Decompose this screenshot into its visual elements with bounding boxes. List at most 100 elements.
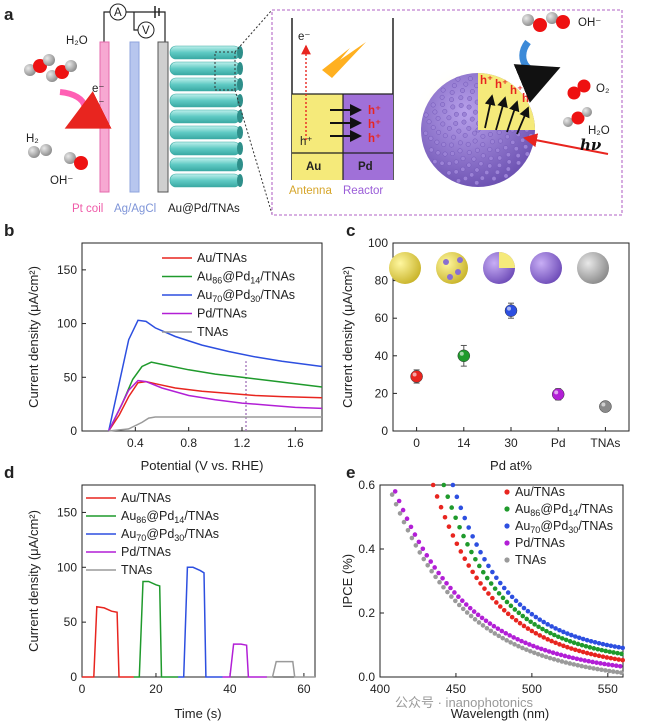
data-point bbox=[488, 628, 494, 634]
data-point bbox=[618, 670, 624, 675]
chart-c-xlabel: Pd at% bbox=[490, 458, 532, 473]
data-point bbox=[575, 662, 581, 668]
data-point bbox=[578, 657, 584, 662]
data-point bbox=[580, 649, 586, 655]
data-point bbox=[549, 638, 554, 644]
x-tick-label: 0.8 bbox=[180, 436, 197, 450]
reaction-arrow-icon bbox=[59, 89, 112, 129]
agagcl-label: Ag/AgCl bbox=[114, 203, 156, 215]
chart-c-ylabel: Current density (μA/cm²) bbox=[340, 266, 355, 408]
legend-label: Pd/TNAs bbox=[197, 307, 247, 321]
y-tick-label: 100 bbox=[57, 560, 77, 574]
data-point bbox=[505, 611, 511, 617]
data-point bbox=[446, 524, 452, 529]
data-point bbox=[619, 651, 624, 657]
data-point bbox=[587, 645, 593, 650]
data-point bbox=[428, 559, 434, 564]
data-point bbox=[599, 667, 604, 673]
data-point bbox=[604, 642, 610, 648]
inset-e-label: e⁻ bbox=[298, 31, 310, 43]
data-point bbox=[467, 605, 473, 611]
data-point bbox=[610, 662, 615, 668]
nanotube bbox=[169, 61, 241, 76]
data-point bbox=[569, 646, 574, 651]
x-tick-label: Pd bbox=[551, 436, 566, 450]
x-tick-label: 1.6 bbox=[287, 436, 304, 450]
data-point bbox=[531, 643, 536, 649]
h2o-label: H₂O bbox=[66, 35, 88, 47]
nanotube bbox=[169, 173, 241, 188]
h2-label: H₂ bbox=[26, 133, 39, 145]
data-point bbox=[620, 645, 625, 651]
data-point bbox=[569, 632, 574, 638]
x-tick-label: 1.2 bbox=[234, 436, 251, 450]
data-point bbox=[482, 586, 487, 591]
data-point bbox=[480, 569, 486, 575]
chart-d-series-line bbox=[178, 566, 223, 678]
o2-label: O₂ bbox=[596, 83, 609, 95]
data-point bbox=[486, 591, 491, 596]
x-tick-label: 30 bbox=[504, 436, 518, 450]
data-point bbox=[500, 595, 506, 601]
data-point bbox=[602, 661, 607, 667]
panel-letter-e: e bbox=[346, 463, 355, 482]
data-point bbox=[450, 482, 456, 488]
data-point bbox=[524, 647, 529, 652]
data-point bbox=[555, 658, 561, 663]
legend-label: Au/TNAs bbox=[515, 485, 565, 499]
data-point bbox=[416, 539, 422, 545]
legend-swatch bbox=[504, 489, 510, 495]
data-point bbox=[499, 628, 505, 634]
data-point bbox=[616, 644, 622, 650]
nanotube bbox=[169, 93, 241, 108]
zoom-box bbox=[214, 51, 236, 91]
y-tick-label: 100 bbox=[57, 317, 77, 331]
data-point bbox=[570, 655, 576, 661]
data-point bbox=[566, 654, 572, 660]
data-point bbox=[482, 557, 487, 562]
panel-a: a A V e⁻ e⁻ e⁻ H₂O H₂ bbox=[4, 3, 623, 216]
pd-label: Pd bbox=[358, 161, 373, 173]
nanotube bbox=[169, 141, 241, 156]
data-point bbox=[508, 603, 514, 609]
data-point bbox=[457, 349, 471, 363]
pt-coil-label: Pt coil bbox=[72, 203, 103, 215]
data-point bbox=[501, 585, 507, 591]
chart-b-series-line bbox=[108, 380, 323, 432]
y-tick-label: 0 bbox=[381, 424, 388, 438]
x-tick-label: TNAs bbox=[590, 436, 620, 450]
inset-h-label: h⁺ bbox=[368, 105, 381, 117]
y-tick-label: 0.4 bbox=[358, 542, 375, 556]
data-point bbox=[529, 628, 535, 634]
legend-label: Au86@Pd14/TNAs bbox=[121, 509, 219, 525]
data-point bbox=[535, 645, 540, 650]
chart-e-ylabel: IPCE (%) bbox=[340, 554, 355, 608]
data-point bbox=[520, 613, 526, 619]
data-point bbox=[567, 661, 573, 666]
data-point bbox=[474, 575, 479, 581]
data-point bbox=[434, 494, 440, 499]
data-point bbox=[420, 546, 426, 552]
data-point bbox=[537, 617, 543, 622]
hydroxide-icon bbox=[64, 152, 88, 170]
y-tick-label: 0.0 bbox=[358, 670, 375, 684]
chart-b-series-line bbox=[108, 361, 323, 432]
data-point bbox=[441, 482, 447, 488]
data-point bbox=[512, 607, 518, 612]
data-point bbox=[590, 659, 595, 665]
tnas-array bbox=[169, 45, 243, 188]
data-point bbox=[596, 640, 602, 646]
data-point bbox=[524, 616, 530, 622]
y-tick-label: 150 bbox=[57, 263, 77, 277]
data-point bbox=[511, 635, 516, 640]
chart-d-frame bbox=[81, 484, 316, 678]
tnas-particle-icon bbox=[577, 252, 609, 284]
data-point bbox=[563, 637, 569, 643]
x-tick-label: 450 bbox=[446, 682, 466, 696]
data-point bbox=[539, 653, 545, 658]
data-point bbox=[456, 602, 462, 608]
antenna-label: Antenna bbox=[289, 185, 332, 197]
data-point bbox=[517, 620, 523, 626]
data-point bbox=[469, 549, 474, 555]
chart-d-xlabel: Time (s) bbox=[174, 706, 221, 721]
